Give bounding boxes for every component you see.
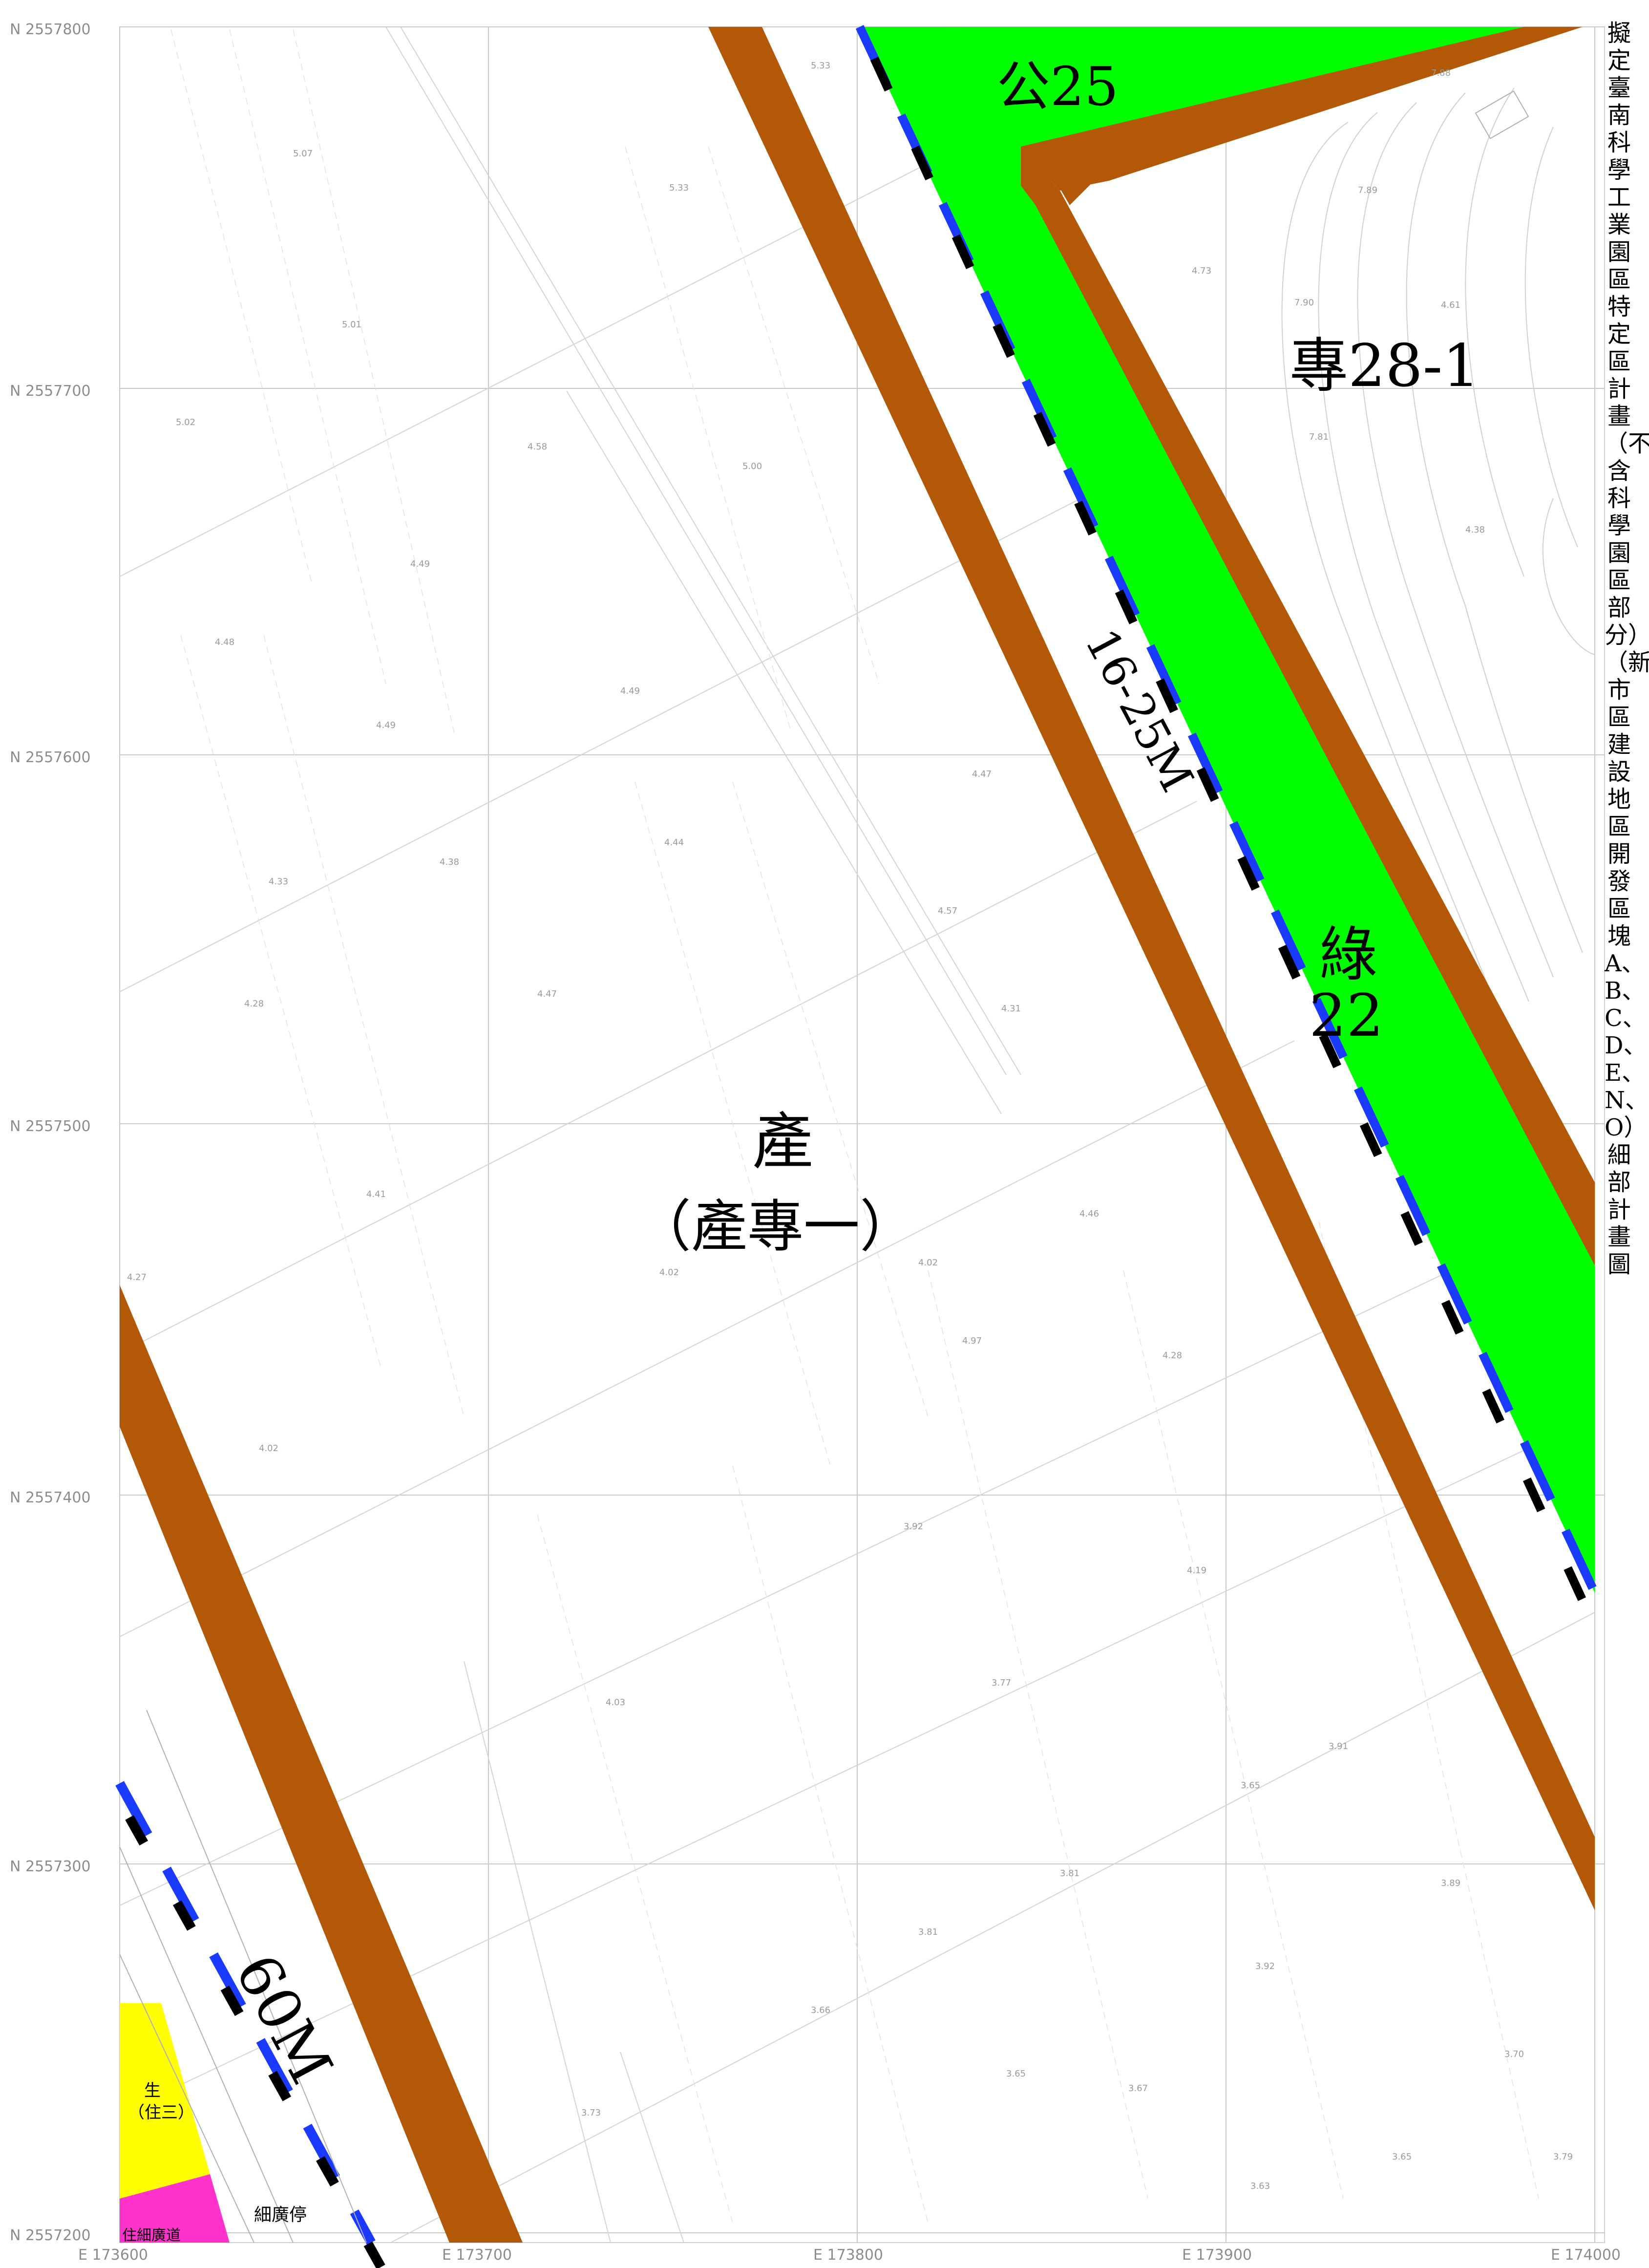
elevation-label: 4.73 [1192, 266, 1211, 276]
elevation-label: 4.19 [1187, 1565, 1206, 1576]
northing-label: N 2557300 [10, 1858, 91, 1875]
elevation-label: 4.38 [1465, 525, 1485, 535]
elevation-label: 4.47 [972, 769, 992, 779]
elevation-label: 4.47 [537, 989, 557, 999]
northing-label: N 2557600 [10, 749, 91, 766]
elevation-label: 3.65 [1006, 2069, 1026, 2079]
elevation-label: 5.01 [342, 320, 361, 330]
elevation-label: 7.88 [1431, 68, 1451, 78]
elevation-label: 3.63 [1250, 2181, 1270, 2191]
grid-labels: N 2557800 N 2557700 N 2557600 N 2557500 … [10, 21, 1621, 2264]
easting-label: E 173700 [442, 2247, 512, 2264]
roads [120, 27, 1595, 2243]
road-edge-dashes [115, 25, 1599, 2268]
road-corner [1036, 147, 1099, 205]
residential-zone [120, 2003, 210, 2199]
industry-label: 產 [752, 1107, 813, 1177]
northing-label: N 2557700 [10, 383, 91, 400]
elevation-label: 5.02 [176, 417, 195, 428]
road-16-25m-west [708, 27, 1595, 1910]
contour-lines [1281, 87, 1595, 1027]
elevation-label: 4.31 [1001, 1004, 1021, 1014]
elevation-label: 3.89 [1441, 1878, 1460, 1888]
northing-label: N 2557800 [10, 21, 91, 38]
special-zone-label: 專28-1 [1290, 332, 1480, 400]
park-label: 公25 [996, 55, 1119, 118]
elevation-label: 4.28 [1163, 1350, 1182, 1361]
residential-sub-label: （住三） [128, 2103, 194, 2122]
elevation-label: 7.81 [1309, 432, 1329, 442]
elevation-label: 4.28 [244, 999, 264, 1009]
elevation-label: 4.38 [440, 857, 459, 867]
elevation-label: 3.73 [581, 2108, 601, 2118]
elevation-label: 5.07 [293, 149, 313, 159]
elevation-label: 4.02 [259, 1443, 278, 1454]
elevation-label: 4.02 [659, 1267, 679, 1278]
northing-label: N 2557500 [10, 1118, 91, 1135]
elevation-label: 3.66 [811, 2005, 830, 2015]
elevation-label: 3.77 [992, 1678, 1011, 1688]
northing-label: N 2557200 [10, 2227, 91, 2244]
elevation-label: 3.92 [904, 1521, 923, 1532]
building-outline [1475, 90, 1529, 139]
small-road-label: 住細廣道 [122, 2227, 181, 2244]
northing-label: N 2557400 [10, 1489, 91, 1506]
residential-label: 生 [144, 2081, 161, 2100]
elevation-label: 4.49 [620, 686, 640, 696]
elevation-label: 4.27 [127, 1272, 147, 1283]
elevation-label: 4.33 [269, 877, 288, 887]
plaza-zone [120, 2174, 230, 2243]
map-title-text: 擬定臺南科學工業園區特定區計畫（不含科學園區部分）（新市區建設地區開發區塊A、B… [1605, 20, 1649, 1278]
southwest-parcels [119, 1710, 367, 2243]
elevation-label: 3.70 [1504, 2049, 1524, 2059]
elevation-points: 5.33 5.07 5.33 5.01 5.02 4.58 5.00 4.49 … [127, 61, 1573, 2191]
elevation-label: 4.02 [918, 1258, 938, 1268]
easting-label: E 173600 [78, 2247, 148, 2264]
green-label-number: 22 [1309, 982, 1384, 1050]
easting-label: E 173800 [813, 2247, 883, 2264]
road-east-boundary [1021, 147, 1595, 1265]
elevation-label: 4.58 [528, 442, 547, 452]
elevation-label: 5.33 [669, 183, 689, 193]
elevation-label: 3.92 [1255, 1961, 1275, 1971]
elevation-label: 4.49 [410, 559, 430, 569]
elevation-label: 4.97 [962, 1336, 982, 1346]
industry-sub-label: （產專一） [635, 1194, 916, 1260]
elevation-label: 7.90 [1294, 298, 1314, 308]
elevation-label: 4.41 [366, 1189, 386, 1199]
elevation-label: 4.57 [938, 906, 957, 916]
elevation-label: 5.33 [811, 61, 830, 71]
elevation-label: 4.49 [376, 720, 396, 730]
elevation-label: 4.48 [215, 637, 234, 647]
field-hatching [170, 29, 1539, 2224]
elevation-label: 7.89 [1358, 185, 1377, 195]
elevation-label: 3.67 [1128, 2083, 1148, 2094]
elevation-label: 4.46 [1079, 1209, 1099, 1219]
elevation-label: 3.91 [1329, 1741, 1348, 1752]
elevation-label: 3.79 [1553, 2152, 1573, 2162]
elevation-label: 3.81 [918, 1927, 938, 1937]
elevation-label: 3.81 [1060, 1868, 1079, 1879]
easting-label: E 173900 [1182, 2247, 1252, 2264]
elevation-label: 3.65 [1241, 1780, 1260, 1791]
elevation-label: 4.44 [664, 837, 684, 848]
easting-label: E 174000 [1551, 2247, 1621, 2264]
map-title: 擬定臺南科學工業園區特定區計畫（不含科學園區部分）（新市區建設地區開發區塊A、B… [1605, 20, 1649, 1278]
elevation-label: 5.00 [742, 461, 762, 471]
road-southwest [120, 1285, 523, 2243]
road-top-diagonal [1021, 27, 1583, 191]
elevation-label: 4.03 [606, 1697, 625, 1708]
plaza-label: 細廣停 [254, 2205, 307, 2225]
elevation-label: 3.65 [1392, 2152, 1412, 2162]
elevation-label: 4.61 [1441, 300, 1460, 310]
green-label-char: 綠 [1319, 921, 1377, 989]
